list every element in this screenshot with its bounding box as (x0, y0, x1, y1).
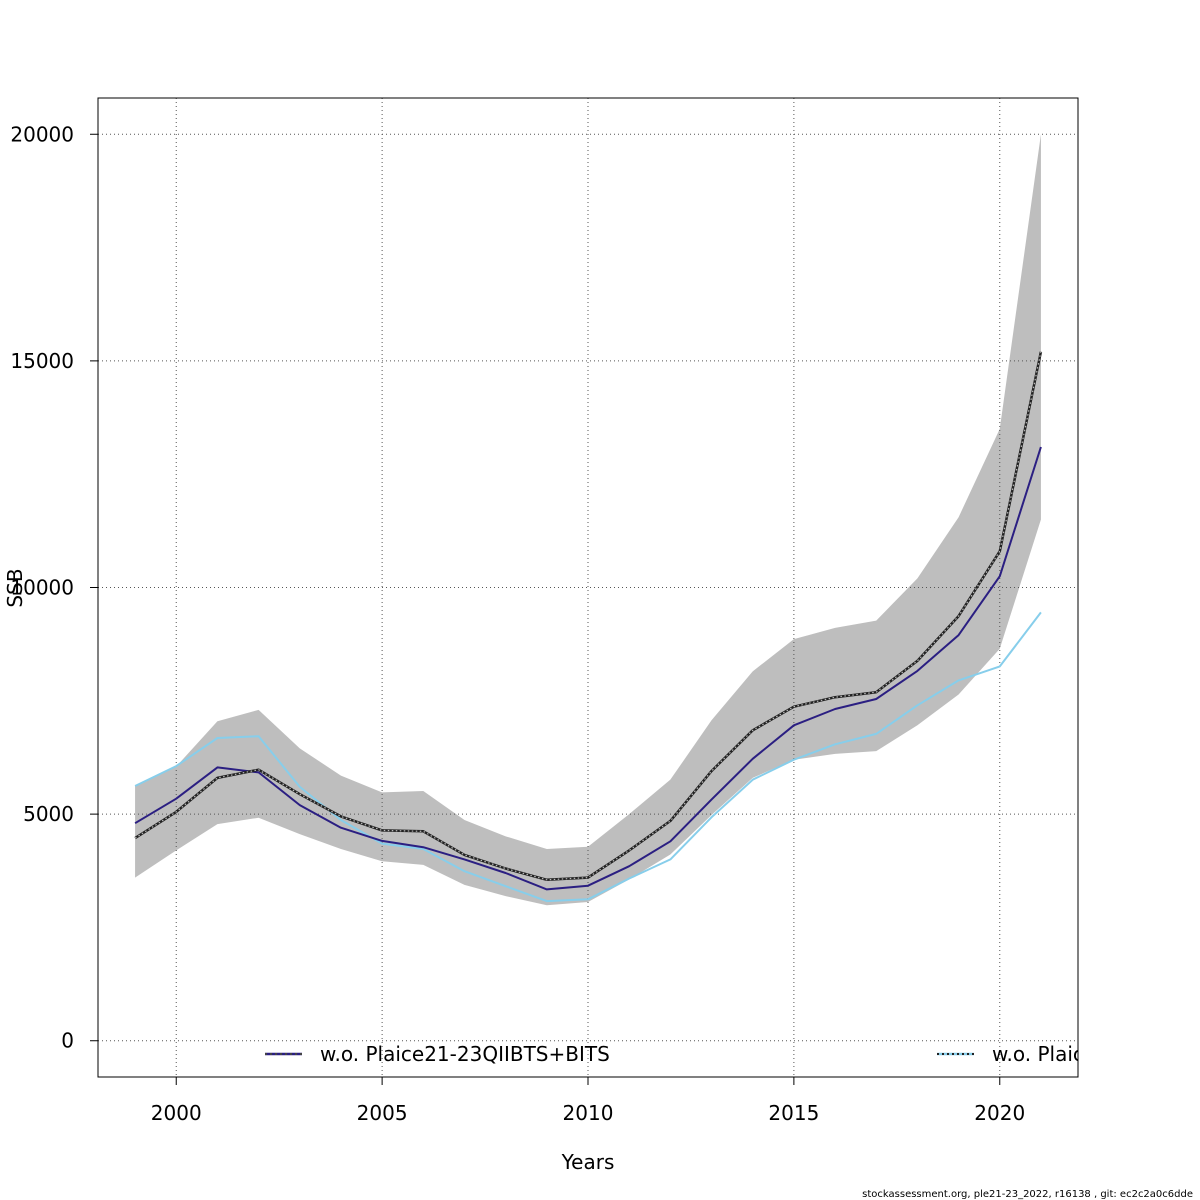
x-tick-label-2000: 2000 (151, 1101, 202, 1125)
y-tick-label-15000: 15000 (10, 349, 74, 373)
tick-layer: 2000 2005 2010 2015 2020 0 5000 10000 15000 20000 (10, 122, 1025, 1125)
y-tick-label-0: 0 (61, 1029, 74, 1053)
series-line-0-dots (134, 351, 1042, 881)
legend: w.o. Plaice21-23QIIBTS+BITS w.o. Plaic (265, 1042, 1084, 1066)
series-line-2 (134, 611, 1042, 903)
grid-layer (98, 98, 1078, 1077)
series-line-1 (134, 446, 1042, 891)
x-tick-label-2020: 2020 (974, 1101, 1025, 1125)
footer-credit: stockassessment.org, ple21-23_2022, r161… (862, 1189, 1193, 1200)
x-tick-label-2005: 2005 (357, 1101, 408, 1125)
legend-entry-1: w.o. Plaice21-23QIIBTS+BITS (265, 1042, 610, 1066)
y-tick-label-20000: 20000 (10, 122, 74, 146)
x-tick-label-2010: 2010 (563, 1101, 614, 1125)
legend-entry-2: w.o. Plaic (937, 1042, 1084, 1066)
legend-label-2: w.o. Plaic (992, 1042, 1084, 1066)
series-layer (134, 351, 1043, 903)
legend-label-1: w.o. Plaice21-23QIIBTS+BITS (320, 1042, 610, 1066)
confidence-band-layer (135, 134, 1041, 906)
x-axis-title: Years (561, 1150, 615, 1174)
y-tick-label-5000: 5000 (23, 802, 74, 826)
y-axis-title: SSB (3, 568, 27, 607)
confidence-band (135, 134, 1041, 906)
y-tick-label-10000: 10000 (10, 576, 74, 600)
x-tick-label-2015: 2015 (768, 1101, 819, 1125)
